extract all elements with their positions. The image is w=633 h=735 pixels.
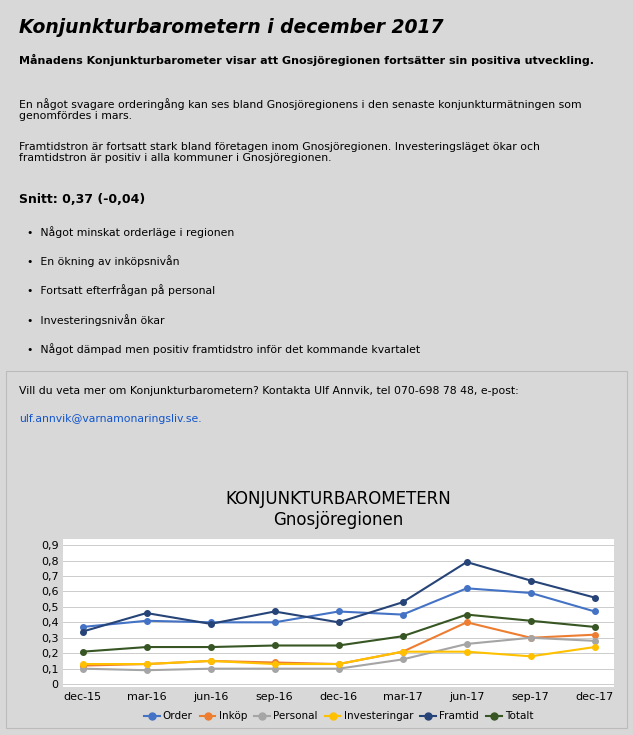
Inköp (399, 648, 406, 656)
Totalt (271, 641, 279, 650)
Framtid (527, 576, 534, 585)
Text: Konjunkturbarometern i december 2017: Konjunkturbarometern i december 2017 (19, 18, 444, 37)
Line: Order: Order (80, 586, 598, 630)
Investeringar (207, 656, 215, 665)
Investeringar (335, 659, 342, 668)
Totalt (78, 648, 86, 656)
Framtid (78, 627, 86, 636)
Totalt (527, 617, 534, 625)
Inköp (143, 659, 151, 668)
Personal (463, 639, 470, 648)
Framtid (143, 609, 151, 617)
Inköp (78, 662, 86, 670)
Order (207, 618, 215, 627)
Investeringar (591, 642, 599, 651)
Totalt (207, 642, 215, 651)
Text: En något svagare orderingång kan ses bland Gnosjöregionens i den senaste konjunk: En något svagare orderingång kan ses bla… (19, 98, 582, 121)
Order (591, 607, 599, 616)
Personal (207, 664, 215, 673)
Text: •  Något dämpad men positiv framtidstro inför det kommande kvartalet: • Något dämpad men positiv framtidstro i… (27, 343, 420, 355)
Order (527, 589, 534, 598)
Order (399, 610, 406, 619)
Investeringar (463, 648, 470, 656)
Inköp (271, 658, 279, 667)
Text: Framtidstron är fortsatt stark bland företagen inom Gnosjöregionen. Investerings: Framtidstron är fortsatt stark bland för… (19, 142, 540, 163)
Totalt (143, 642, 151, 651)
Investeringar (399, 648, 406, 656)
Personal (399, 655, 406, 664)
Text: Vill du veta mer om Konjunkturbarometern? Kontakta Ulf Annvik, tel 070-698 78 48: Vill du veta mer om Konjunkturbarometern… (19, 386, 518, 396)
Investeringar (78, 659, 86, 668)
Inköp (591, 631, 599, 639)
Personal (591, 637, 599, 645)
Order (335, 607, 342, 616)
Framtid (335, 618, 342, 627)
Inköp (463, 618, 470, 627)
Personal (271, 664, 279, 673)
Totalt (591, 623, 599, 631)
Line: Totalt: Totalt (80, 612, 598, 654)
Line: Inköp: Inköp (80, 620, 598, 668)
Text: •  En ökning av inköpsnivån: • En ökning av inköpsnivån (27, 255, 179, 267)
Personal (335, 664, 342, 673)
Line: Personal: Personal (80, 635, 598, 673)
Text: •  Något minskat orderläge i regionen: • Något minskat orderläge i regionen (27, 226, 234, 237)
Personal (527, 634, 534, 642)
Text: •  Fortsatt efterfrågan på personal: • Fortsatt efterfrågan på personal (27, 284, 215, 296)
Investeringar (527, 652, 534, 661)
Totalt (335, 641, 342, 650)
Personal (143, 666, 151, 675)
Investeringar (271, 659, 279, 668)
Order (271, 618, 279, 627)
Order (143, 617, 151, 625)
Inköp (207, 656, 215, 665)
Personal (78, 664, 86, 673)
Totalt (399, 632, 406, 641)
Text: ulf.annvik@varnamonaringsliv.se.: ulf.annvik@varnamonaringsliv.se. (19, 414, 202, 424)
Framtid (591, 593, 599, 602)
Framtid (207, 620, 215, 628)
Text: •  Investeringsnivån ökar: • Investeringsnivån ökar (27, 314, 164, 326)
Text: Månadens Konjunkturbarometer visar att Gnosjöregionen fortsätter sin positiva ut: Månadens Konjunkturbarometer visar att G… (19, 54, 594, 65)
Order (78, 623, 86, 631)
Framtid (463, 558, 470, 567)
Totalt (463, 610, 470, 619)
Legend: Order, Inköp, Personal, Investeringar, Framtid, Totalt: Order, Inköp, Personal, Investeringar, F… (140, 707, 537, 725)
Order (463, 584, 470, 592)
Framtid (271, 607, 279, 616)
Investeringar (143, 659, 151, 668)
Inköp (527, 634, 534, 642)
Text: Snitt: 0,37 (-0,04): Snitt: 0,37 (-0,04) (19, 193, 145, 207)
Line: Framtid: Framtid (80, 559, 598, 634)
Title: KONJUNKTURBAROMETERN
Gnosjöregionen: KONJUNKTURBAROMETERN Gnosjöregionen (226, 490, 451, 529)
Inköp (335, 659, 342, 668)
Framtid (399, 598, 406, 606)
Line: Investeringar: Investeringar (80, 645, 598, 667)
